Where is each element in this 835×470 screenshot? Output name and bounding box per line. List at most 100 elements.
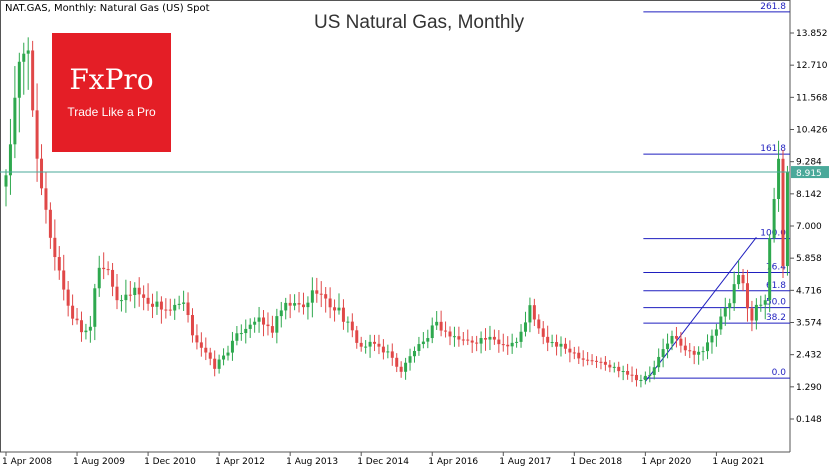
candle-body [488, 336, 492, 340]
y-tick-label: 7.000 [796, 222, 822, 232]
candle-body [119, 300, 123, 302]
candle-body [284, 302, 288, 311]
candle-body [595, 360, 599, 362]
candle-body [412, 350, 416, 357]
candle-body [297, 303, 301, 305]
candle-body [4, 175, 8, 187]
candle-body [475, 342, 479, 344]
candle-body [364, 346, 368, 348]
candle-body [355, 330, 359, 343]
candle-body [710, 335, 714, 343]
candle-body [350, 321, 354, 331]
candle-body [612, 366, 616, 368]
candle-body [373, 341, 377, 344]
fxpro-logo: FxPro Trade Like a Pro [52, 33, 171, 152]
candle-body [617, 366, 621, 372]
candle-body [577, 352, 581, 359]
candle-body [102, 267, 106, 270]
candle-body [213, 358, 217, 369]
candle-body [266, 324, 270, 327]
candle-body [262, 317, 266, 325]
candle-body [359, 342, 363, 347]
candle-body [235, 333, 239, 341]
candle-body [288, 302, 292, 306]
x-tick-label: 1 Aug 2017 [499, 457, 551, 467]
candle-body [315, 290, 319, 294]
x-tick-label: 1 Aug 2021 [712, 457, 764, 467]
fib-level-label: 76.4 [766, 262, 786, 272]
candle-body [657, 356, 661, 368]
y-tick-label: 1.290 [796, 383, 822, 393]
candle-body [723, 307, 727, 317]
candle-body [84, 330, 88, 333]
candle-body [701, 351, 705, 353]
candle-body [430, 325, 434, 339]
candle-body [772, 199, 776, 239]
x-tick-label: 1 Apr 2008 [2, 457, 52, 467]
candle-body [106, 269, 110, 271]
y-tick-label: 0.148 [796, 415, 822, 425]
x-tick-label: 1 Aug 2009 [73, 457, 125, 467]
candle-body [630, 374, 634, 376]
candle-body [506, 344, 510, 347]
candle-body [142, 294, 146, 298]
candle-body [581, 358, 585, 360]
candle-body [714, 329, 718, 336]
candle-body [439, 321, 443, 331]
candle-body [484, 338, 488, 340]
candle-body [510, 342, 514, 347]
candle-body [333, 307, 337, 311]
candle-body [426, 338, 430, 342]
candle-body [230, 340, 234, 353]
candle-body [408, 356, 412, 363]
candle-body [226, 352, 230, 356]
candle-body [559, 343, 563, 347]
y-tick-label: 11.568 [796, 93, 828, 103]
candle-body [324, 294, 328, 299]
candle-body [66, 289, 70, 306]
candle-body [244, 328, 248, 334]
candle-body [435, 321, 439, 326]
candle-body [257, 317, 261, 322]
fib-trend-line [644, 236, 757, 382]
y-tick-label: 2.432 [796, 351, 822, 361]
candle-body [470, 340, 474, 343]
candle-body [137, 287, 141, 295]
candle-body [75, 318, 79, 321]
candle-body [692, 350, 696, 355]
fib-level-label: 161.8 [760, 144, 786, 154]
candle-body [253, 321, 257, 325]
y-tick-label: 12.710 [796, 61, 828, 71]
candle-body [728, 303, 732, 308]
candle-body [603, 361, 607, 365]
candle-body [93, 288, 97, 327]
candle-body [621, 371, 625, 373]
y-axis: 13.852 12.710 11.568 10.426 9.284 8.142 7.000 5… [790, 29, 828, 425]
x-tick-label: 1 Dec 2014 [357, 457, 409, 467]
candle-body [310, 290, 314, 303]
candle-body [222, 355, 226, 360]
candle-body [528, 305, 532, 323]
fib-level-label: 0.0 [772, 368, 787, 378]
candle-body [674, 335, 678, 339]
candle-body [204, 347, 208, 353]
candle-body [634, 374, 638, 381]
logo-brand: FxPro [69, 63, 154, 96]
candle-body [732, 284, 736, 304]
candle-body [155, 301, 159, 307]
candle-body [745, 283, 749, 309]
candle-body [550, 342, 554, 344]
candle-body [368, 341, 372, 347]
candle-body [248, 324, 252, 329]
y-tick-label: 3.574 [796, 319, 822, 329]
current-price-label: 8.915 [796, 169, 822, 179]
candle-body [661, 349, 665, 357]
x-tick-label: 1 Apr 2016 [428, 457, 478, 467]
candle-body [652, 367, 656, 375]
candle-body [568, 348, 572, 353]
candle-body [683, 345, 687, 351]
candle-body [17, 61, 21, 98]
candle-body [159, 301, 163, 310]
candle-body [301, 304, 305, 308]
